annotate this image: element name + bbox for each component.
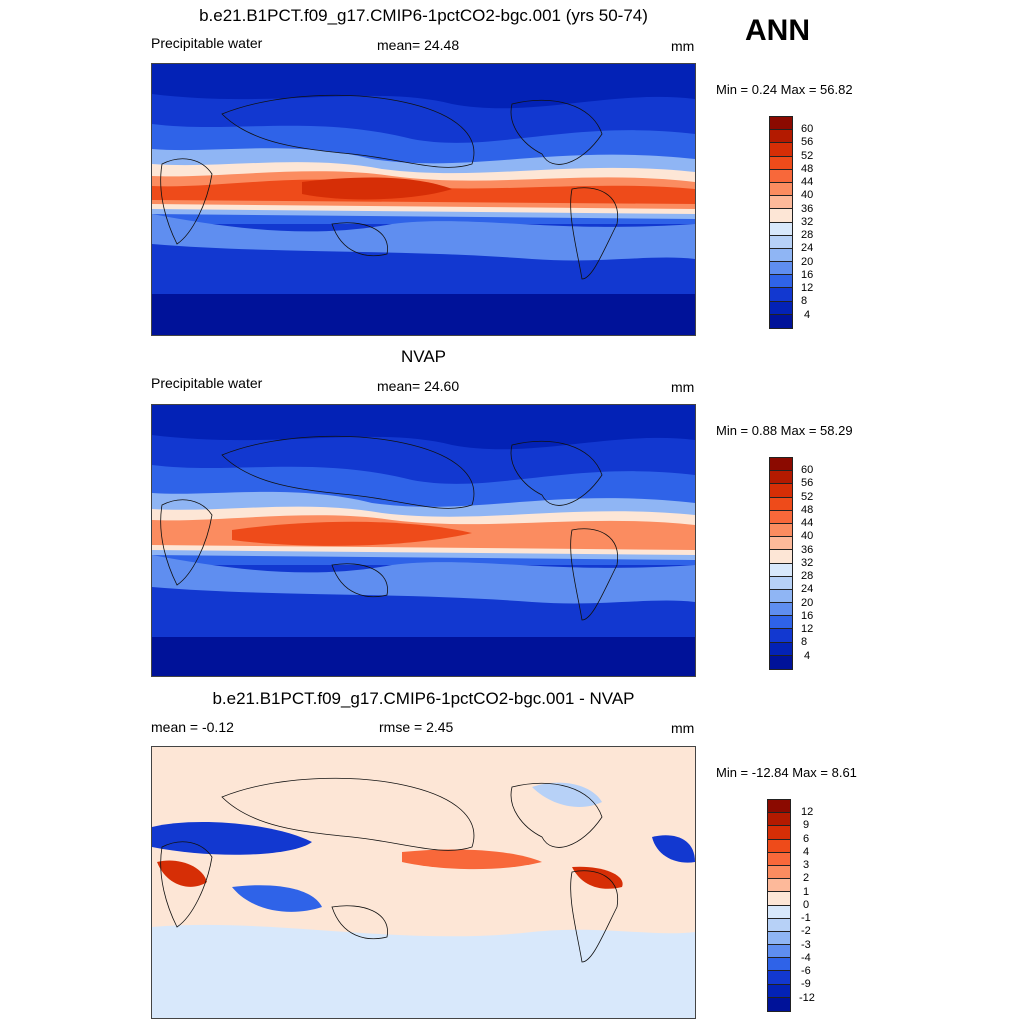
panel1-minmax: Min = 0.24 Max = 56.82	[716, 82, 853, 97]
panel1-mean-label: mean= 24.48	[377, 37, 460, 53]
panel3-units-label: mm	[671, 720, 695, 736]
panel1-colorbar-tick: 48	[801, 163, 814, 175]
panel3-rmse-label: rmse = 2.45	[379, 719, 454, 735]
panel3-colorbar-tick: 0	[803, 899, 810, 911]
panel3-minmax: Min = -12.84 Max = 8.61	[716, 765, 857, 780]
panel3-colorbar-tick: 6	[803, 833, 810, 845]
panel1-colorbar-tick: 28	[801, 229, 814, 241]
panel3-colorbar-tick: 4	[803, 846, 810, 858]
panel2-colorbar-tick: 60	[801, 464, 814, 476]
panel3-colorbar-tick: -2	[801, 925, 811, 937]
panel2-map	[151, 404, 696, 677]
panel3-colorbar	[767, 799, 791, 1012]
panel2-colorbar	[769, 457, 793, 670]
panel3-colorbar-tick: -3	[801, 939, 811, 951]
panel1-colorbar-tick: 36	[801, 203, 814, 215]
season-label: ANN	[745, 14, 810, 47]
panel2-colorbar-tick: 32	[801, 557, 814, 569]
panel1-variable-label: Precipitable water	[151, 35, 263, 51]
panel1-colorbar-tick: 32	[801, 216, 814, 228]
panel2-variable-label: Precipitable water	[151, 375, 263, 391]
panel2-colorbar-tick: 52	[801, 491, 814, 503]
panel1-colorbar-tick: 40	[801, 189, 814, 201]
panel2-colorbar-tick: 28	[801, 570, 814, 582]
panel3-colorbar-tick: -4	[801, 952, 811, 964]
panel1-colorbar-tick: 8	[801, 295, 808, 307]
panel1-title: b.e21.B1PCT.f09_g17.CMIP6-1pctCO2-bgc.00…	[199, 6, 648, 25]
panel1-colorbar-tick: 44	[801, 176, 814, 188]
panel3-colorbar-tick: 12	[801, 806, 814, 818]
panel1-colorbar-tick: 52	[801, 150, 814, 162]
panel3-colorbar-tick: 2	[803, 872, 810, 884]
panel1-colorbar-tick: 56	[801, 136, 814, 148]
panel2-colorbar-tick: 20	[801, 597, 814, 609]
panel3-title: b.e21.B1PCT.f09_g17.CMIP6-1pctCO2-bgc.00…	[212, 689, 635, 708]
panel2-colorbar-tick: 36	[801, 544, 814, 556]
panel1-colorbar-tick: 4	[804, 309, 811, 321]
panel1-colorbar-tick: 20	[801, 256, 814, 268]
panel3-colorbar-tick: -12	[799, 992, 815, 1004]
panel1-colorbar	[769, 116, 793, 329]
panel1-colorbar-tick: 16	[801, 269, 814, 281]
panel1-colorbar-tick: 12	[801, 282, 814, 294]
panel3-colorbar-tick: 9	[803, 819, 810, 831]
panel3-colorbar-tick: 3	[803, 859, 810, 871]
panel2-colorbar-tick: 4	[804, 650, 811, 662]
panel2-colorbar-tick: 12	[801, 623, 814, 635]
panel2-colorbar-tick: 56	[801, 477, 814, 489]
panel1-colorbar-tick: 60	[801, 123, 814, 135]
panel2-minmax: Min = 0.88 Max = 58.29	[716, 423, 853, 438]
panel2-colorbar-tick: 16	[801, 610, 814, 622]
panel2-colorbar-tick: 8	[801, 636, 808, 648]
panel2-title: NVAP	[400, 347, 447, 366]
panel2-colorbar-tick: 48	[801, 504, 814, 516]
panel3-mean-label: mean = -0.12	[151, 719, 234, 735]
panel1-units-label: mm	[671, 38, 695, 54]
panel3-colorbar-tick: -1	[801, 912, 811, 924]
panel3-map	[151, 746, 696, 1019]
panel3-colorbar-tick: 1	[803, 886, 810, 898]
panel2-colorbar-tick: 40	[801, 530, 814, 542]
panel2-mean-label: mean= 24.60	[377, 378, 460, 394]
panel3-colorbar-tick: -9	[801, 978, 811, 990]
panel3-colorbar-tick: -6	[801, 965, 811, 977]
panel2-units-label: mm	[671, 379, 695, 395]
panel1-colorbar-tick: 24	[801, 242, 814, 254]
panel2-colorbar-tick: 24	[801, 583, 814, 595]
panel1-map	[151, 63, 696, 336]
panel2-colorbar-tick: 44	[801, 517, 814, 529]
